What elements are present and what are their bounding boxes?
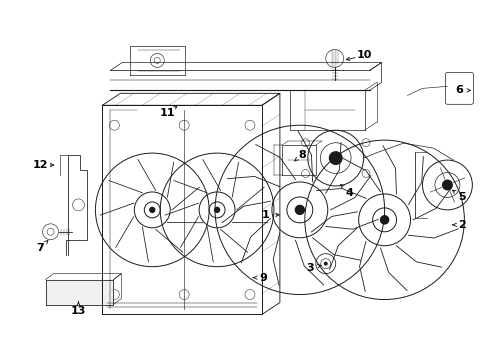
Text: 8: 8 — [297, 150, 305, 160]
Text: 10: 10 — [356, 50, 371, 60]
Text: 5: 5 — [458, 192, 465, 202]
Circle shape — [294, 205, 305, 215]
Circle shape — [328, 151, 342, 165]
Text: 7: 7 — [37, 243, 44, 253]
Text: 1: 1 — [262, 210, 269, 220]
Circle shape — [323, 262, 327, 266]
Polygon shape — [45, 280, 113, 305]
Circle shape — [149, 207, 155, 213]
Circle shape — [379, 215, 388, 225]
Text: 3: 3 — [305, 263, 313, 273]
Text: 13: 13 — [71, 306, 86, 316]
Text: 12: 12 — [33, 160, 48, 170]
Text: 11: 11 — [159, 108, 175, 118]
Circle shape — [441, 180, 452, 190]
Text: 4: 4 — [345, 188, 353, 198]
Circle shape — [213, 207, 220, 213]
Text: 2: 2 — [458, 220, 465, 230]
Text: 6: 6 — [454, 85, 462, 95]
Text: 9: 9 — [259, 273, 266, 283]
